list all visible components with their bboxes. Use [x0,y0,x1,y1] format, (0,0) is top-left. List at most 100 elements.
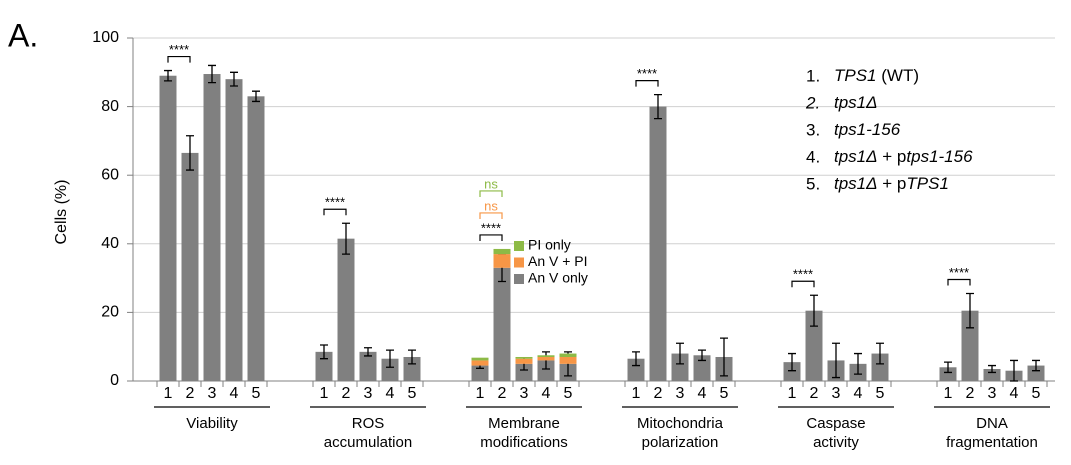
error-bar [832,342,840,379]
bar [315,351,333,381]
key-number: 3. [806,120,820,139]
x-tick-label: 4 [1010,385,1019,402]
error-bar [1010,359,1018,382]
y-axis-label: Cells (%) [53,180,70,245]
x-tick-label: 2 [654,385,663,402]
error-bar [252,90,260,103]
bar-segment [493,248,511,255]
bar-segment [559,356,577,364]
x-tick-label: 1 [632,385,641,402]
y-tick-label: 20 [101,304,119,321]
error-bar [1032,359,1040,372]
x-tick-label: 1 [164,385,173,402]
error-bar [854,352,862,375]
bar [939,367,957,381]
x-tick-label: 1 [788,385,797,402]
key-number: 2. [805,93,820,112]
x-tick-label: 3 [832,385,841,402]
x-tick-label: 3 [988,385,997,402]
bar [693,355,711,381]
bar [181,152,199,381]
error-bar [386,349,394,368]
x-tick-label: 4 [542,385,551,402]
error-bar [966,292,974,329]
x-tick-label: 4 [854,385,863,402]
significance-label: ns [484,176,498,191]
y-tick-label: 100 [92,29,119,46]
error-bar [876,342,884,365]
bar-segment [537,360,555,381]
error-bar [542,351,550,370]
x-tick-label: 2 [966,385,975,402]
bar [805,310,823,381]
y-tick-label: 80 [101,98,119,115]
significance-label: **** [949,265,969,280]
error-bar [720,337,728,377]
bar [337,238,355,381]
bar [649,106,667,381]
key-part: TPS1 [834,66,877,85]
bar [671,353,689,381]
significance-bracket [947,278,971,286]
key-number: 4. [806,147,820,166]
bar-segment [537,355,555,357]
bar [225,79,243,381]
bar-segment [493,254,511,268]
key-part: TPS1 [906,174,949,193]
group-label: modifications [480,434,568,451]
key-part: (WT) [877,66,919,85]
bar-segment [559,353,577,357]
bar-segment [515,363,533,381]
bar [983,368,1001,381]
legend-swatch [514,274,524,284]
x-tick-label: 3 [208,385,217,402]
group-label: accumulation [324,434,412,451]
error-bar [230,71,238,87]
significance-bracket [479,234,503,241]
significance-bracket [479,190,503,197]
error-bar [320,344,328,360]
error-bar [342,222,350,255]
bar [247,96,265,381]
x-tick-label: 5 [1032,385,1041,402]
bar-segment [537,356,555,361]
significance-bracket [635,79,659,87]
significance-bracket [323,208,347,216]
x-tick-label: 4 [230,385,239,402]
group-label: Viability [186,415,238,432]
x-tick-label: 3 [520,385,529,402]
significance-bracket [167,55,191,63]
x-tick-label: 1 [944,385,953,402]
significance-label: **** [325,195,345,210]
y-tick-label: 0 [110,372,119,389]
error-bar [988,364,996,374]
group-label: ROS [352,415,385,432]
error-bar [944,361,952,374]
legend-swatch [514,257,524,268]
bar [159,75,177,381]
x-tick-label: 5 [564,385,573,402]
group-label: Caspase [806,415,865,432]
legend-label: An V only [528,270,588,286]
x-tick-label: 5 [408,385,417,402]
key-part: tps1-156 [906,147,973,166]
legend-label: PI only [528,237,571,253]
x-tick-label: 1 [320,385,329,402]
x-tick-label: 4 [698,385,707,402]
group-label: polarization [642,434,719,451]
y-tick-label: 60 [101,166,119,183]
x-tick-label: 2 [810,385,819,402]
bar [871,353,889,381]
key-text: tps1Δ [834,93,878,112]
bar [1027,365,1045,381]
bar [627,358,645,381]
panel-label: A. [8,17,38,53]
error-bar [364,347,372,357]
group-label: Membrane [488,415,560,432]
bar [359,351,377,381]
bar-segment [493,267,511,381]
significance-bracket [479,212,503,219]
x-tick-label: 2 [498,385,507,402]
significance-label: **** [169,42,189,57]
key-part: tps1-156 [834,120,901,139]
